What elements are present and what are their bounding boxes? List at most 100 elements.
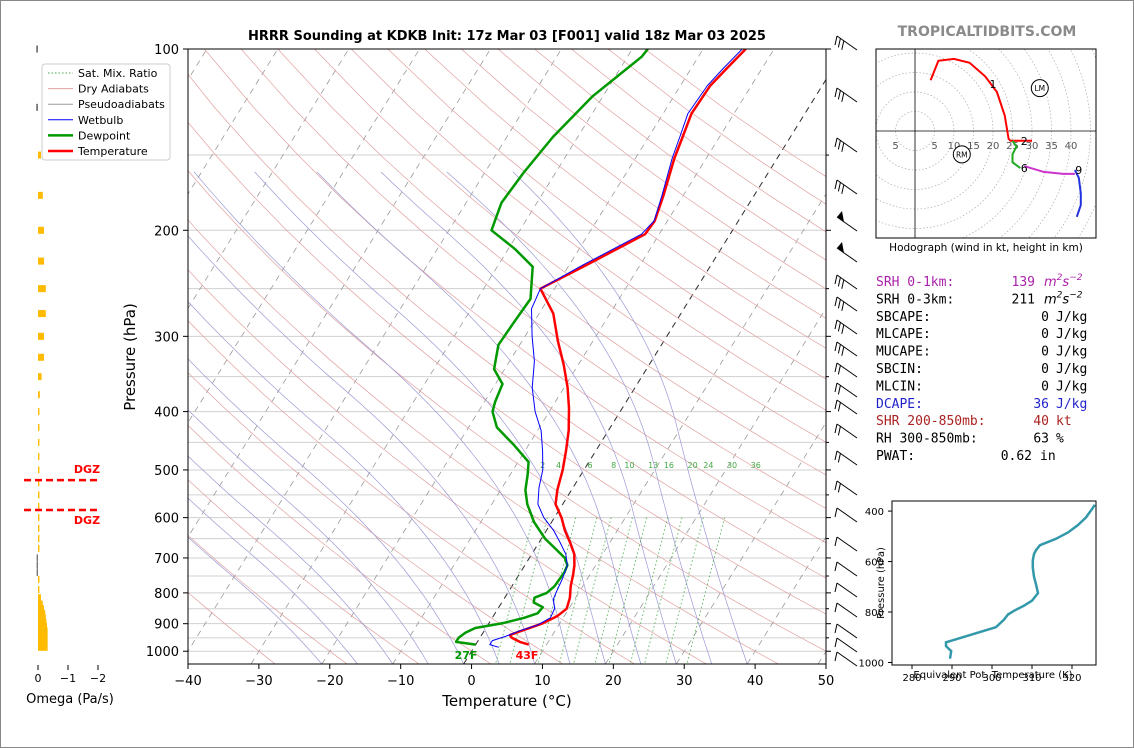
wind-barb: [834, 480, 858, 496]
legend-entry: Pseudoadiabats: [78, 98, 165, 111]
wind-barb-flag: [834, 507, 838, 518]
wind-barb: [834, 137, 858, 153]
stat-label: SBCIN:: [876, 362, 923, 377]
x-tick-label: −20: [316, 674, 343, 689]
mixing-ratio-line: [573, 517, 612, 664]
stat-unit: J/kg: [1056, 345, 1087, 360]
wind-barb-flag: [841, 142, 845, 152]
hodograph-height-label: 6: [1021, 162, 1028, 175]
theta-e-x-tick-label: 290: [942, 673, 961, 684]
wind-barb: [834, 274, 858, 290]
pseudoadiabat-line: [188, 455, 394, 664]
theta-e-y-tick-label: 600: [865, 558, 884, 569]
omega-bar: [38, 600, 43, 608]
wind-barb-staff: [836, 602, 858, 618]
y-tick-label: 400: [154, 406, 179, 421]
wind-barb-staff: [836, 423, 858, 439]
wind-barb-staff: [836, 507, 858, 523]
mixing-ratio-line: [509, 517, 548, 664]
wind-barb-flag: [841, 301, 845, 311]
mixing-ratio-line: [644, 517, 683, 664]
omega-bar: [36, 103, 38, 111]
omega-bar: [36, 554, 38, 562]
wind-barb: [834, 536, 858, 552]
stat-label: MUCAPE:: [876, 345, 931, 360]
hodograph-area: 5 5 10 15 20 25 30 35 40 LM RM 1 2 6 9: [876, 49, 1096, 238]
dry-adiabat-line: [277, 49, 826, 476]
omega-bar: [38, 627, 48, 635]
wind-barb-staff: [836, 536, 858, 552]
y-tick-label: 900: [154, 618, 179, 633]
wind-barb-staff: [836, 362, 858, 378]
omega-tick-label: 0: [35, 672, 42, 685]
omega-bar: [38, 614, 46, 622]
wind-barb-flag: [834, 362, 838, 373]
dry-adiabat-line: [188, 591, 276, 664]
theta-e-area: [944, 504, 1096, 659]
wind-barb-staff: [836, 87, 858, 103]
hodograph-ring-label: 25: [1006, 141, 1019, 152]
stat-unit: kt: [1056, 414, 1072, 429]
wind-barb-flag: [834, 319, 838, 330]
wind-barb: [834, 507, 858, 523]
stat-value: 0: [1041, 310, 1049, 325]
wind-barb-flag: [834, 382, 838, 393]
wind-barb: [834, 382, 858, 398]
theta-e-y-tick-label: 400: [865, 507, 884, 518]
wind-barb-staff: [836, 651, 858, 667]
mixing-ratio-label: 20: [688, 461, 698, 470]
stats-table: SRH 0-1km: 139 m2s−2 SRH 0-3km: 211 m2s−2 SBCA…: [876, 273, 1087, 464]
stat-value: 36: [1033, 397, 1049, 412]
wind-barb-flag: [834, 274, 838, 285]
wind-barb-flag: [841, 346, 845, 356]
theta-e-panel: 280 290 300 310 320 400 600 800 1000 Equivalent P…: [859, 500, 1097, 684]
x-tick-label: −40: [174, 674, 201, 689]
pseudoadiabat-line: [380, 171, 677, 664]
stat-unit-sup: 2: [1057, 290, 1063, 300]
omega-bar: [38, 423, 40, 431]
theta-e-x-axis-label: Equivalent Pot. Temperature (K): [913, 670, 1072, 681]
x-tick-label: 0: [467, 674, 475, 689]
stat-label: SHR 200-850mb:: [876, 414, 986, 429]
pseudoadiabat-line: [446, 171, 713, 664]
wind-barb: [836, 211, 858, 232]
wind-barb-flag: [841, 279, 845, 289]
omega-bar: [38, 408, 40, 416]
wind-barb-staff: [836, 450, 858, 466]
wind-barb-flag: [834, 651, 838, 662]
surface-dewpoint-label: 27F: [455, 649, 478, 662]
stat-unit: m2s−2: [1044, 290, 1083, 307]
wind-barb-flag: [841, 92, 845, 102]
dry-adiabat-line: [314, 49, 826, 443]
wind-barb-staff: [836, 637, 858, 653]
wind-barb: [834, 423, 858, 439]
dry-adiabat-line: [188, 269, 707, 664]
theta-e-x-tick-label: 310: [1022, 673, 1041, 684]
omega-bar: [38, 353, 44, 361]
legend-entry: Wetbulb: [78, 114, 123, 127]
wind-barb-flag: [841, 324, 845, 334]
wetbulb-line: [489, 49, 743, 648]
wind-barb: [834, 319, 858, 335]
mixing-ratio-line: [686, 517, 725, 664]
wind-barb-staff: [836, 179, 858, 195]
mixing-ratio-label: 16: [664, 461, 674, 470]
hodograph-marker-label: LM: [1034, 84, 1045, 93]
y-tick-label: 800: [154, 587, 179, 602]
omega-bar: [38, 491, 40, 499]
dry-adiabat-line: [350, 49, 826, 411]
omega-tick-label: −1: [60, 672, 76, 685]
isotherm-line: [250, 49, 633, 664]
legend-entry: Dry Adiabats: [78, 83, 149, 96]
wind-barb-flag: [834, 341, 838, 352]
omega-bar: [36, 45, 38, 53]
hodograph-height-label: 1: [990, 78, 997, 91]
mixing-ratio-label: 4: [556, 461, 561, 470]
wind-barb-flag: [834, 399, 838, 410]
omega-tick-label: −2: [90, 672, 106, 685]
wind-barb-flag: [837, 402, 841, 412]
wind-barb-staff: [836, 296, 858, 312]
dry-adiabat-line: [461, 49, 826, 319]
mixing-ratio-label: 30: [727, 461, 737, 470]
dry-adiabat-line: [188, 121, 826, 615]
